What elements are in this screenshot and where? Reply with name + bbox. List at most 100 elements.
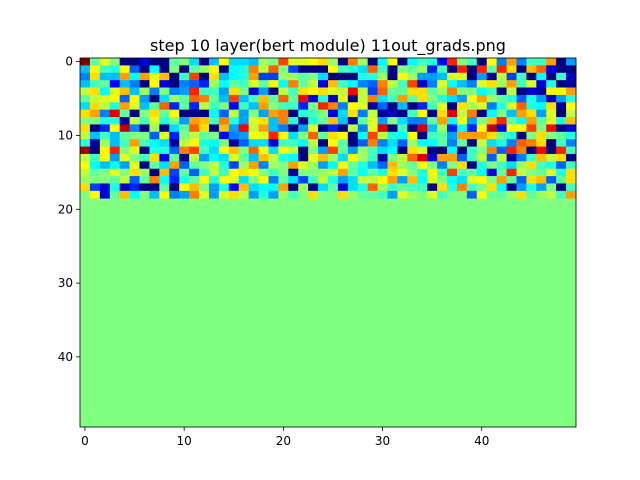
- heatmap-cell: [119, 109, 130, 118]
- heatmap-cell: [218, 124, 230, 133]
- heatmap-cell: [496, 168, 507, 177]
- heatmap-cell: [228, 102, 240, 111]
- heatmap-cell: [199, 124, 210, 133]
- heatmap-cell: [367, 161, 378, 170]
- heatmap-cell: [347, 80, 359, 88]
- heatmap-cell: [109, 124, 121, 133]
- heatmap-cell: [278, 131, 289, 140]
- heatmap-cell: [437, 65, 448, 74]
- heatmap-cell: [516, 139, 527, 147]
- heatmap-cell: [566, 65, 577, 74]
- heatmap-cell: [298, 117, 309, 125]
- heatmap-cell: [456, 124, 468, 133]
- heatmap-cell: [526, 161, 537, 170]
- heatmap-cell: [248, 65, 259, 74]
- heatmap-cell: [149, 183, 160, 192]
- heatmap-cell: [337, 139, 349, 147]
- heatmap-cell: [179, 117, 190, 125]
- heatmap-cell: [109, 109, 121, 118]
- heatmap-cell: [228, 176, 240, 184]
- heatmap-cell: [278, 102, 289, 111]
- heatmap-cell: [89, 72, 101, 81]
- heatmap-cell: [337, 183, 349, 192]
- heatmap-cell: [179, 94, 190, 103]
- heatmap-cell: [119, 190, 130, 199]
- heatmap-cell: [546, 176, 557, 184]
- heatmap-cell: [387, 153, 398, 162]
- heatmap-cell: [109, 65, 121, 74]
- heatmap-cell: [546, 153, 557, 162]
- heatmap-cell: [506, 87, 517, 96]
- heatmap-cell: [516, 176, 527, 184]
- heatmap-cell: [536, 109, 547, 118]
- heatmap-cell: [377, 124, 388, 133]
- heatmap-cell: [407, 87, 418, 96]
- heatmap-cell: [556, 176, 567, 184]
- heatmap-cell: [80, 153, 91, 162]
- heatmap-cell: [566, 161, 577, 170]
- heatmap-cell: [248, 176, 259, 184]
- heatmap-cell: [129, 161, 140, 170]
- heatmap-cell: [447, 153, 458, 162]
- heatmap-cell: [169, 102, 180, 111]
- heatmap-cell: [139, 94, 150, 103]
- heatmap-cell: [506, 153, 517, 162]
- heatmap-cell: [506, 131, 517, 140]
- heatmap-cell: [476, 131, 488, 140]
- heatmap-cell: [536, 72, 547, 81]
- heatmap-cell: [367, 190, 378, 199]
- heatmap-cell: [218, 161, 230, 170]
- heatmap-cell: [546, 87, 557, 96]
- heatmap-cell: [496, 65, 507, 74]
- heatmap-cell: [149, 190, 160, 199]
- heatmap-cell: [347, 161, 359, 170]
- heatmap-cell: [139, 80, 150, 88]
- heatmap-cell: [149, 176, 160, 184]
- heatmap-cell: [417, 176, 428, 184]
- heatmap-cell: [566, 168, 577, 177]
- heatmap-cell: [357, 72, 369, 81]
- heatmap-cell: [288, 161, 299, 170]
- heatmap-cell: [337, 94, 349, 103]
- heatmap-cell: [129, 80, 140, 88]
- heatmap-cell: [208, 87, 220, 96]
- heatmap-cell: [486, 124, 497, 133]
- heatmap-cell: [486, 94, 497, 103]
- heatmap-cell: [556, 161, 567, 170]
- heatmap-cell: [496, 139, 507, 147]
- heatmap-cell: [318, 80, 329, 88]
- heatmap-cell: [208, 65, 220, 74]
- heatmap-cell: [278, 183, 289, 192]
- heatmap-cell: [357, 190, 369, 199]
- y-tick-label: 40: [58, 350, 73, 364]
- heatmap-cell: [238, 58, 249, 66]
- heatmap-cell: [397, 72, 408, 81]
- heatmap-cell: [476, 146, 488, 155]
- heatmap-cell: [159, 102, 170, 111]
- heatmap-cell: [496, 146, 507, 155]
- heatmap-cell: [109, 176, 121, 184]
- heatmap-cell: [119, 87, 130, 96]
- heatmap-cell: [337, 190, 349, 199]
- heatmap-cell: [189, 168, 200, 177]
- heatmap-cell: [218, 102, 230, 111]
- heatmap-cell: [447, 131, 458, 140]
- heatmap-cell: [199, 190, 210, 199]
- heatmap-cell: [80, 80, 91, 88]
- heatmap-cell: [556, 94, 567, 103]
- heatmap-cell: [397, 124, 408, 133]
- heatmap-cell: [566, 190, 577, 199]
- heatmap-cell: [397, 109, 408, 118]
- x-tick-label: 0: [81, 434, 89, 448]
- heatmap-cell: [129, 58, 140, 66]
- heatmap-cell: [179, 72, 190, 81]
- heatmap-cell: [119, 146, 130, 155]
- heatmap-cell: [427, 161, 438, 170]
- heatmap-cell: [536, 102, 547, 111]
- heatmap-cell: [337, 102, 349, 111]
- heatmap-cell: [268, 139, 279, 147]
- heatmap-cell: [328, 139, 339, 147]
- heatmap-cell: [288, 58, 299, 66]
- heatmap-cell: [486, 80, 497, 88]
- heatmap-cell: [347, 102, 359, 111]
